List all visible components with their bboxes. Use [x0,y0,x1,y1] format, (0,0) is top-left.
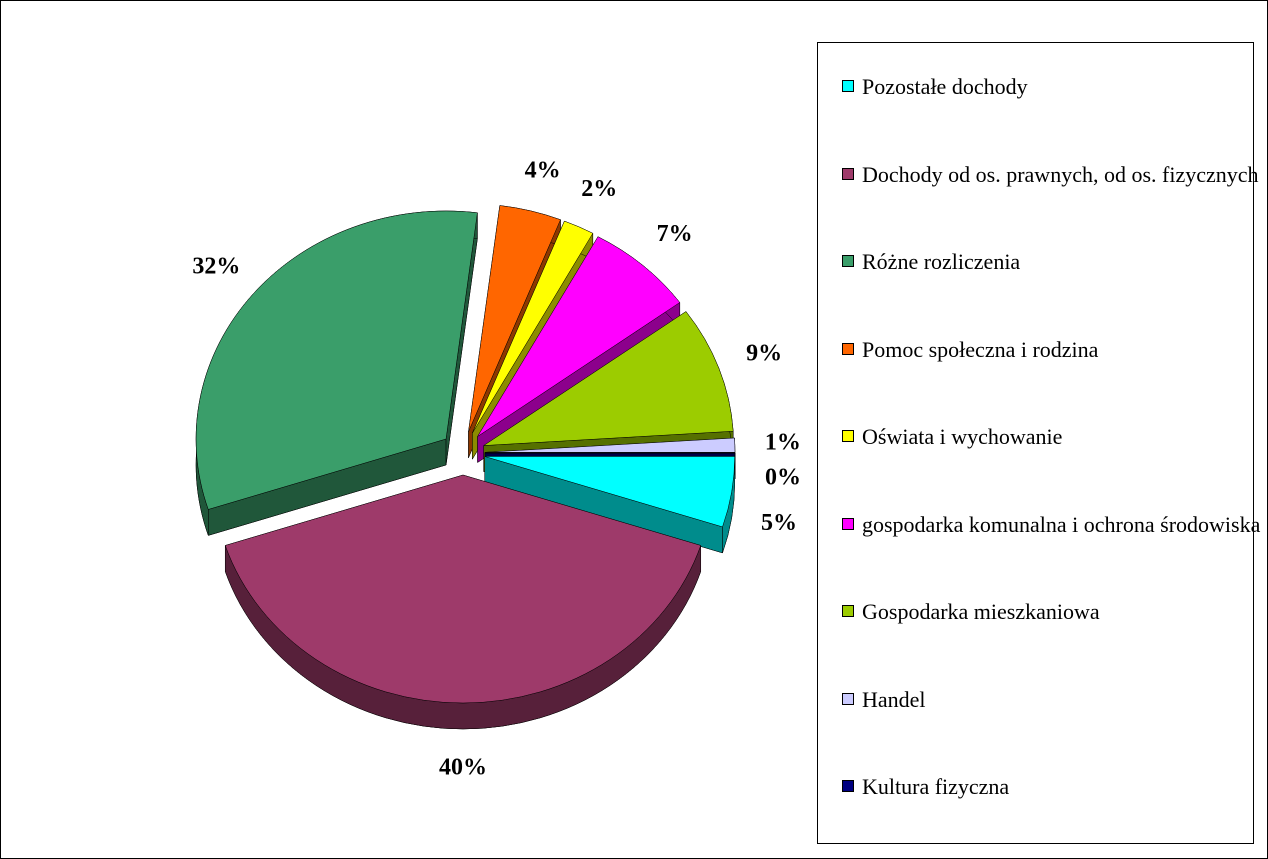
legend-item: Różne rozliczenia [842,246,1262,277]
data-label: 32% [192,254,240,280]
slice-top [482,311,734,446]
legend-item: Gospodarka mieszkaniowa [842,596,1262,627]
data-label: 2% [581,176,617,202]
pie-slice [195,210,478,536]
legend-label: Oświata i wychowanie [862,424,1063,449]
legend-label: Dochody od os. prawnych, od os. fizyczny… [862,161,1259,187]
legend-label: Różne rozliczenia [862,249,1021,274]
data-label: 40% [439,755,487,781]
legend-swatch [842,80,854,92]
legend-swatch [842,342,854,355]
slice-top [484,437,736,453]
data-label: 9% [746,340,782,366]
legend-item: Kultura fizyczna [842,771,1262,802]
legend-swatch [842,167,854,180]
legend-swatch [842,780,854,792]
legend-item: Dochody od os. prawnych, od os. fizyczny… [842,159,1262,190]
data-label: 4% [525,158,561,184]
slice-top [477,236,681,437]
legend-label: Kultura fizyczna [862,774,1010,799]
data-label: 1% [765,429,801,455]
legend-label: Handel [862,686,926,712]
legend-item: Oświata i wychowanie [842,421,1262,452]
legend-label: Pozostałe dochody [862,74,1028,99]
data-label: 0% [765,465,801,491]
legend-swatch [842,605,854,617]
legend-label: Gospodarka mieszkaniowa [862,599,1100,624]
data-label: 5% [761,510,797,536]
legend-swatch [842,255,854,267]
legend-swatch [842,430,854,442]
legend-item: Pomoc społeczna i rodzina [842,334,1262,365]
legend-item: Pozostałe dochody [842,71,1262,102]
legend-item: gospodarka komunalna i ochrona środowisk… [842,509,1262,540]
pie-slice [224,474,702,730]
legend-swatch [842,692,854,705]
legend-label: gospodarka komunalna i ochrona środowisk… [862,511,1261,537]
legend-item: Handel [842,684,1262,715]
legend-label: Pomoc społeczna i rodzina [862,336,1099,362]
pie-area: 5% 40% 32% 4% 2% 7% 9% 1% 0% [192,158,801,781]
slice-top [195,210,478,510]
slice-top [468,205,561,432]
slice-top [224,474,702,704]
legend: Pozostałe dochody Dochody od os. prawnych… [817,42,1260,844]
slice-top [472,220,594,434]
legend-swatch [842,517,854,530]
data-label: 7% [657,221,693,247]
slice-top [484,456,735,528]
